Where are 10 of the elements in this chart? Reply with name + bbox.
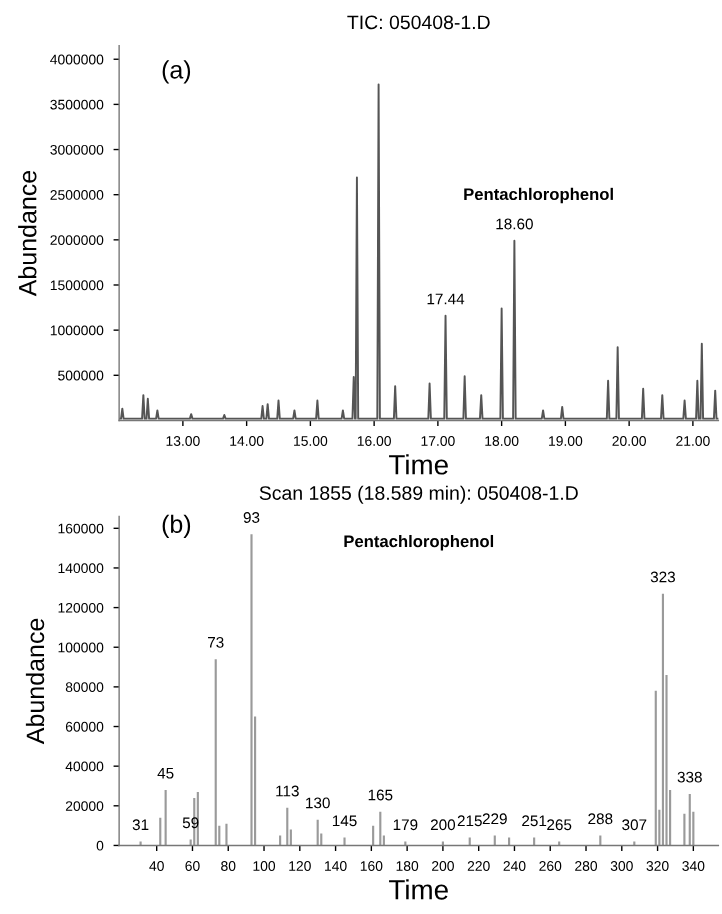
y-axis-title: Abundance [18,170,37,297]
x-axis-title: Time [389,879,448,900]
chart-title: TIC: 050408-1.D [347,15,490,30]
annotation: Pentachlorophenol [344,534,494,551]
annotation: (b) [162,514,191,538]
y-axis-title: Abundance [25,618,45,745]
x-axis-title: Time [389,454,448,475]
annotation: Pentachlorophenol [464,187,613,204]
annotation: (a) [162,60,191,84]
chart-title: Scan 1855 (18.589 min): 050408-1.D [259,485,578,504]
